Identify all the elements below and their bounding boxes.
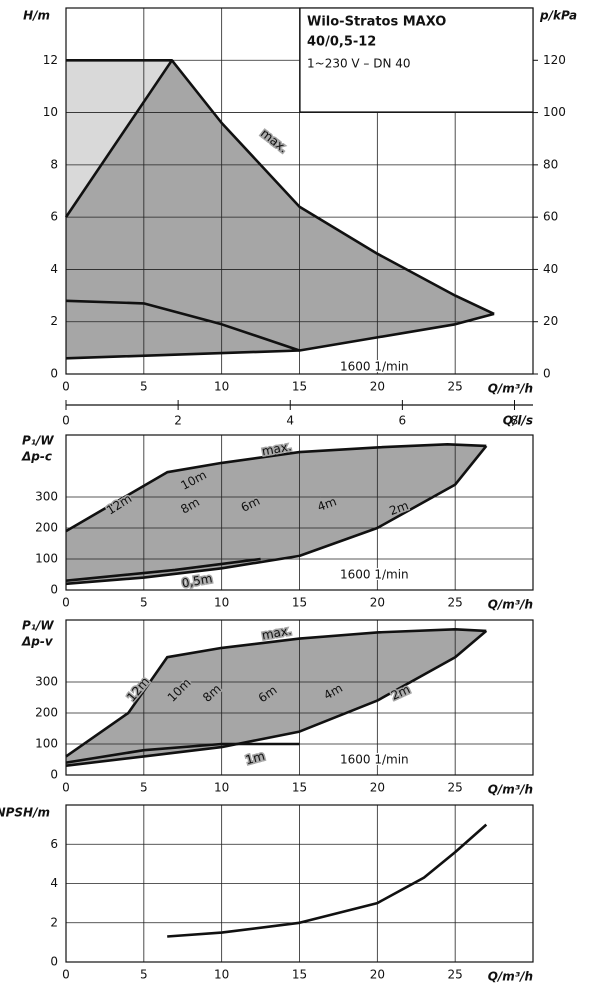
curve bbox=[167, 823, 488, 938]
y-tick-label: 100 bbox=[35, 737, 58, 751]
x-tick-label: 5 bbox=[140, 380, 148, 394]
x-axis-label: Q/m³/h bbox=[488, 382, 533, 396]
x-tick-label: 5 bbox=[140, 968, 148, 982]
y2-tick-label: 20 bbox=[543, 314, 558, 328]
x-tick-label: 25 bbox=[448, 596, 463, 610]
x-tick-label: 0 bbox=[62, 380, 70, 394]
operating-region bbox=[66, 444, 487, 584]
chart-title: 40/0,5-12 bbox=[307, 35, 376, 50]
y-axis-label: NPSH/m bbox=[0, 806, 50, 820]
y2-tick-label: 60 bbox=[543, 210, 558, 224]
plot-frame bbox=[65, 619, 534, 776]
annotation: max. bbox=[261, 623, 293, 642]
annotation: 1600 1/min bbox=[340, 360, 409, 374]
y-tick-label: 300 bbox=[35, 675, 58, 689]
x-tick-label: 20 bbox=[370, 380, 385, 394]
x-tick-label: 20 bbox=[370, 968, 385, 982]
curve bbox=[65, 557, 261, 582]
chart-title: Wilo-Stratos MAXO bbox=[307, 15, 446, 30]
y-tick-label: 0 bbox=[50, 583, 58, 597]
x2-axis-label: Q/l/s bbox=[503, 414, 533, 428]
curve bbox=[65, 445, 488, 586]
y-tick-label: 12 bbox=[43, 53, 58, 67]
x-tick-label: 15 bbox=[292, 596, 307, 610]
y-tick-label: 4 bbox=[50, 262, 58, 276]
y-axis-label: P₁/W bbox=[22, 434, 54, 448]
annotation: 0,5m bbox=[181, 571, 214, 590]
annotation: 1600 1/min bbox=[340, 568, 409, 582]
y-axis-label: Δp-v bbox=[21, 635, 54, 649]
y-tick-label: 10 bbox=[43, 105, 58, 119]
y2-axis-label: p/kPa bbox=[539, 9, 577, 23]
annotation: max. bbox=[258, 126, 290, 155]
x2-tick-label: 4 bbox=[286, 414, 294, 428]
y-tick-label: 2 bbox=[50, 915, 58, 929]
x-tick-label: 25 bbox=[448, 968, 463, 982]
x-tick-label: 20 bbox=[370, 781, 385, 795]
curve bbox=[65, 629, 488, 767]
y-tick-label: 100 bbox=[35, 552, 58, 566]
plot-frame bbox=[65, 434, 534, 591]
x-tick-label: 0 bbox=[62, 781, 70, 795]
curve bbox=[65, 312, 495, 360]
curve bbox=[65, 628, 487, 758]
y-tick-label: 6 bbox=[50, 210, 58, 224]
x-axis-label: Q/m³/h bbox=[488, 598, 533, 612]
y2-tick-label: 100 bbox=[543, 105, 566, 119]
curve bbox=[65, 742, 300, 764]
x-tick-label: 15 bbox=[292, 781, 307, 795]
plot-frame bbox=[65, 804, 534, 963]
y2-tick-label: 80 bbox=[543, 157, 558, 171]
x-tick-label: 10 bbox=[214, 596, 229, 610]
x-tick-label: 5 bbox=[140, 596, 148, 610]
y-tick-label: 200 bbox=[35, 521, 58, 535]
x-tick-label: 20 bbox=[370, 596, 385, 610]
y-tick-label: 200 bbox=[35, 706, 58, 720]
y-tick-label: 300 bbox=[35, 490, 58, 504]
y2-tick-label: 0 bbox=[543, 367, 551, 381]
x-tick-label: 15 bbox=[292, 380, 307, 394]
y-tick-label: 8 bbox=[50, 157, 58, 171]
x-tick-label: 15 bbox=[292, 968, 307, 982]
curve bbox=[65, 299, 300, 352]
x-tick-label: 0 bbox=[62, 596, 70, 610]
y-axis-label: H/m bbox=[23, 9, 50, 23]
x-axis-label: Q/m³/h bbox=[488, 783, 533, 797]
y2-tick-label: 120 bbox=[543, 53, 566, 67]
annotation: 1m bbox=[244, 749, 266, 768]
chart-subtitle: 1~230 V – DN 40 bbox=[307, 57, 411, 71]
y-tick-label: 0 bbox=[50, 768, 58, 782]
y2-tick-label: 40 bbox=[543, 262, 558, 276]
x-tick-label: 25 bbox=[448, 781, 463, 795]
y-tick-label: 6 bbox=[50, 837, 58, 851]
curve bbox=[65, 443, 487, 533]
y-tick-label: 4 bbox=[50, 876, 58, 890]
x2-tick-label: 6 bbox=[399, 414, 407, 428]
annotation: max. bbox=[261, 439, 293, 458]
operating-region bbox=[66, 60, 495, 359]
x-tick-label: 5 bbox=[140, 781, 148, 795]
y-axis-label: P₁/W bbox=[22, 619, 54, 633]
y-tick-label: 2 bbox=[50, 314, 58, 328]
operating-region bbox=[66, 629, 487, 766]
x-tick-label: 0 bbox=[62, 968, 70, 982]
y-tick-label: 0 bbox=[50, 955, 58, 969]
title-box bbox=[299, 7, 534, 113]
x-tick-label: 25 bbox=[448, 380, 463, 394]
x2-tick-label: 8 bbox=[511, 414, 519, 428]
x2-tick-label: 2 bbox=[174, 414, 182, 428]
annotation: 1600 1/min bbox=[340, 753, 409, 767]
curve bbox=[64, 59, 173, 218]
x2-tick-label: 0 bbox=[62, 414, 70, 428]
x-tick-label: 10 bbox=[214, 781, 229, 795]
x-tick-label: 10 bbox=[214, 968, 229, 982]
y-axis-label: Δp-c bbox=[21, 450, 52, 464]
x-axis-label: Q/m³/h bbox=[488, 970, 533, 984]
y-tick-label: 0 bbox=[50, 367, 58, 381]
x-tick-label: 10 bbox=[214, 380, 229, 394]
